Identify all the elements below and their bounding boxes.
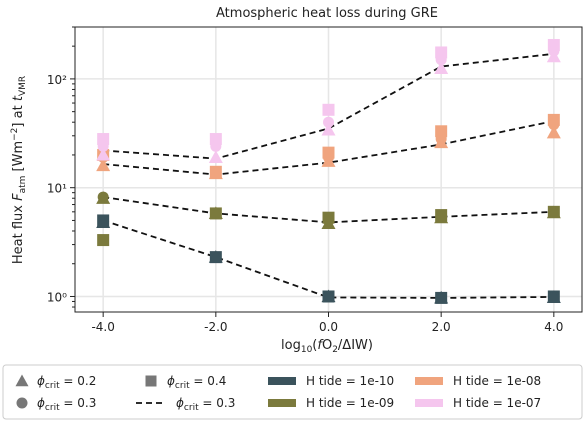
triangle-marker: [434, 135, 449, 149]
square-marker: [322, 103, 335, 116]
y-tick-label: 10¹: [47, 182, 67, 196]
triangle-marker: [321, 154, 336, 167]
triangle-marker: [96, 158, 111, 172]
triangle-marker: [546, 205, 561, 219]
x-tick-label: 4.0: [544, 320, 563, 334]
square-marker: [145, 375, 157, 387]
triangle-marker: [321, 122, 336, 136]
x-tick-label: 2.0: [432, 320, 451, 334]
triangle-marker: [434, 290, 449, 304]
circle-marker: [323, 116, 334, 128]
legend-color-swatch: [415, 377, 443, 385]
legend-color-swatch: [268, 377, 296, 385]
series-line: [103, 196, 554, 224]
triangle-marker: [15, 374, 29, 387]
dashed-lines: [102, 52, 555, 299]
legend-label: H tide = 1e-08: [453, 374, 541, 388]
y-tick-label: 10²: [47, 73, 67, 87]
triangle-marker: [208, 250, 223, 263]
triangle-marker: [434, 61, 449, 74]
legend-label: ϕcrit = 0.4: [167, 374, 226, 391]
data-markers: [96, 38, 561, 304]
legend-color-swatch: [415, 399, 443, 407]
triangle-marker: [208, 150, 223, 163]
y-tick-label: 10⁰: [47, 290, 67, 304]
legend: ϕcrit = 0.2 ϕcrit = 0.3 ϕcrit = 0.4 ϕcrit =…: [15, 374, 541, 413]
y-axis-ticks: 10⁰ 10¹ 10²: [47, 26, 75, 308]
triangle-marker: [208, 206, 223, 220]
triangle-marker: [208, 166, 223, 180]
triangle-marker: [321, 289, 336, 303]
circle-marker: [210, 140, 222, 152]
triangle-marker: [546, 290, 561, 304]
legend-label: ϕcrit = 0.2: [37, 374, 96, 391]
triangle-marker: [434, 210, 449, 224]
grid: [75, 27, 582, 312]
series-line: [103, 120, 555, 176]
triangle-marker: [96, 191, 111, 204]
triangle-marker: [321, 216, 336, 229]
x-axis-ticks: -4.0 -2.0 0.0 2.0 4.0: [91, 312, 563, 334]
chart-title: Atmospheric heat loss during GRE: [216, 6, 438, 21]
legend-label: H tide = 1e-09: [306, 396, 394, 410]
triangle-marker: [546, 49, 561, 63]
circle-marker: [548, 119, 560, 131]
x-tick-label: -4.0: [91, 320, 114, 334]
legend-color-swatch: [268, 399, 296, 407]
square-marker: [435, 125, 448, 138]
circle-marker: [97, 140, 109, 152]
x-tick-label: -2.0: [204, 320, 227, 334]
triangle-marker: [96, 215, 111, 228]
y-axis-label: Heat flux Fatm [Wm−2] at tVMR: [10, 76, 28, 264]
x-axis-label: log10(fO2/ΔIW): [281, 338, 373, 355]
circle-marker: [16, 397, 28, 409]
legend-label: ϕcrit = 0.3: [176, 396, 235, 413]
legend-label: H tide = 1e-07: [453, 396, 541, 410]
series-line: [103, 52, 554, 160]
triangle-marker: [96, 147, 111, 161]
square-marker: [97, 234, 110, 247]
legend-label: ϕcrit = 0.3: [37, 396, 96, 413]
circle-marker: [435, 54, 447, 66]
legend-label: H tide = 1e-10: [306, 374, 394, 388]
triangle-marker: [546, 125, 561, 139]
x-tick-label: 0.0: [319, 320, 338, 334]
